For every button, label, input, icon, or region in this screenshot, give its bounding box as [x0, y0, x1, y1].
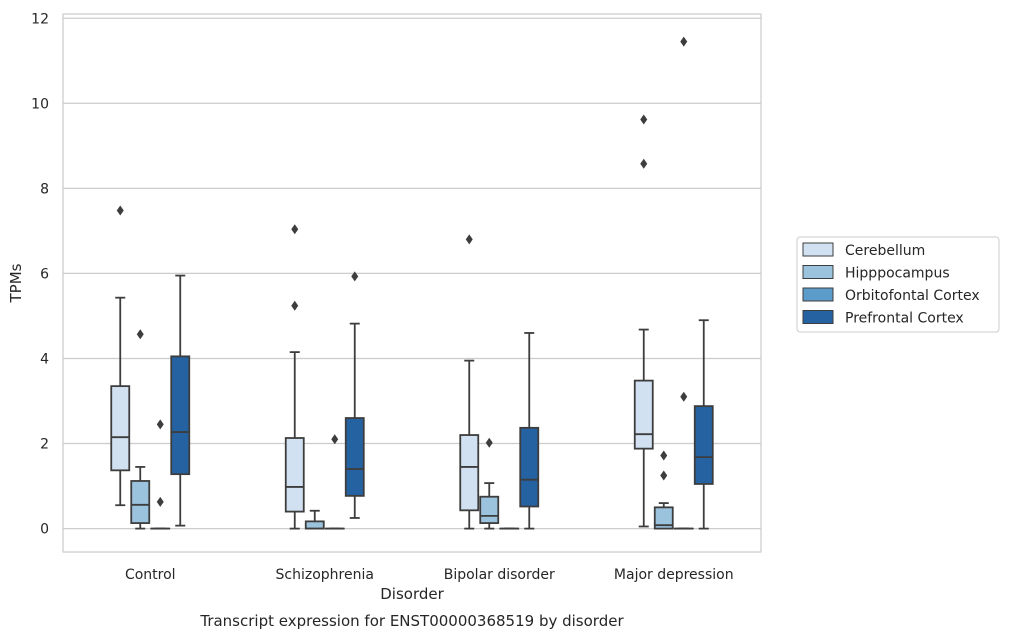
y-tick-label: 10	[31, 96, 49, 112]
legend-swatch	[802, 242, 834, 257]
box-body	[110, 385, 131, 472]
outlier-point	[660, 450, 668, 461]
outlier-point	[465, 234, 473, 245]
y-tick-label: 4	[40, 351, 49, 367]
x-tick-label: Schizophrenia	[276, 567, 374, 583]
box-body	[693, 405, 714, 485]
plot-area-frame	[62, 13, 762, 553]
outlier-point	[640, 158, 648, 169]
legend: Cerebellum Hipppocampus Orbitofontal Corte…	[796, 236, 1000, 333]
gridlines	[63, 17, 761, 530]
box-body	[459, 434, 480, 512]
outlier-point	[680, 391, 688, 402]
outlier-point	[680, 36, 688, 47]
outlier-point	[136, 329, 144, 340]
box-body	[633, 379, 654, 450]
box-groups	[110, 36, 714, 530]
y-tick-label: 2	[40, 437, 49, 453]
outlier-point	[156, 496, 164, 507]
box	[693, 319, 714, 530]
y-tick-label: 6	[40, 266, 49, 282]
legend-label: Hipppocampus	[845, 266, 950, 282]
legend-label: Orbitofontal Cortex	[845, 288, 980, 304]
legend-item: Prefrontal Cortex	[802, 310, 964, 327]
outlier-point	[485, 437, 493, 448]
chart-title: Transcript expression for ENST0000036851…	[199, 612, 624, 630]
y-axis-ticks: 0 2 4 6 8 10 12	[31, 11, 49, 537]
box	[150, 419, 171, 530]
y-axis-label: TPMs	[7, 263, 25, 303]
outlier-point	[156, 419, 164, 430]
box	[519, 332, 540, 530]
box	[304, 509, 325, 530]
x-tick-label: Control	[125, 567, 176, 583]
outlier-point	[116, 205, 124, 216]
box-body	[653, 506, 674, 530]
box-body	[284, 437, 305, 513]
y-tick-label: 12	[31, 11, 49, 27]
outlier-point	[640, 114, 648, 125]
box-body	[519, 426, 540, 508]
legend-label: Cerebellum	[845, 243, 925, 259]
legend-item: Cerebellum	[802, 242, 925, 259]
y-tick-label: 0	[40, 522, 49, 538]
outlier-point	[660, 470, 668, 481]
box-body	[170, 355, 191, 476]
y-tick-label: 8	[40, 181, 49, 197]
box-body	[130, 480, 151, 524]
box	[284, 224, 305, 530]
legend-swatch	[802, 310, 834, 324]
box	[170, 274, 191, 527]
category-group	[110, 205, 191, 530]
legend-swatch	[802, 265, 834, 279]
outlier-point	[291, 224, 299, 235]
legend-item: Hipppocampus	[802, 265, 950, 282]
box	[653, 450, 674, 530]
outlier-point	[291, 300, 299, 311]
box	[344, 271, 365, 519]
x-axis-ticks: Control Schizophrenia Bipolar disorder Majo…	[125, 567, 734, 583]
legend-frame	[796, 236, 1000, 333]
x-axis-label: Disorder	[380, 585, 444, 603]
legend-swatch	[802, 287, 834, 302]
outlier-point	[351, 271, 359, 282]
box	[130, 329, 151, 530]
box	[110, 205, 131, 507]
box-body	[479, 495, 500, 524]
box	[479, 437, 500, 530]
category-group	[633, 36, 714, 530]
outlier-point	[331, 434, 339, 445]
box	[324, 434, 345, 530]
box-body	[304, 520, 325, 530]
category-group	[459, 234, 540, 530]
box-body	[344, 417, 365, 497]
legend-item: Orbitofontal Cortex	[802, 287, 980, 304]
box	[459, 234, 480, 530]
box	[673, 36, 694, 530]
legend-label: Prefrontal Cortex	[845, 311, 964, 327]
box	[633, 114, 654, 528]
x-tick-label: Major depression	[614, 567, 734, 583]
x-tick-label: Bipolar disorder	[444, 567, 555, 583]
category-group	[284, 224, 365, 530]
